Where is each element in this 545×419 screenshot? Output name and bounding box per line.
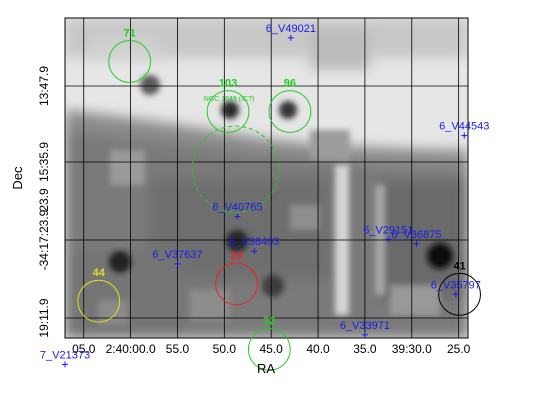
- source-marker: 6_V36875: [391, 229, 442, 247]
- x-tick-label: 35.0: [353, 342, 377, 356]
- plot-frame: [64, 17, 469, 339]
- source-label: 6_V38403: [229, 236, 279, 248]
- source-marker: 6_V40765: [212, 202, 263, 220]
- source-marker: 7_V21373: [40, 349, 90, 368]
- x-tick-label: 2:40:00.0: [106, 342, 156, 356]
- region-circle: [215, 262, 258, 306]
- y-axis-label: Dec: [10, 166, 25, 190]
- region-circle: [247, 327, 291, 371]
- region-label: 96: [284, 78, 296, 90]
- source-label: 6_V49021: [266, 23, 316, 35]
- region-circle: [438, 272, 481, 316]
- source-label: 6_V29151: [363, 224, 413, 236]
- annotations: NGC 1049 (IC?): [204, 96, 255, 103]
- source-label: 6_V40765: [212, 202, 262, 214]
- source-marker: 6_V44543: [439, 121, 489, 139]
- y-tick-label: 23.9: [37, 188, 51, 212]
- y-tick-label: -34:17:23.9: [37, 209, 51, 270]
- x-tick-label: 40.0: [306, 342, 330, 356]
- x-tick-label: 50.0: [213, 342, 237, 356]
- source-label: 6_V33971: [340, 320, 390, 332]
- region-label: 23: [230, 250, 242, 262]
- source-marker: 6_V38403: [229, 236, 279, 255]
- x-tick-label: 05.0: [72, 342, 96, 356]
- source-marker: 6_V35797: [431, 279, 481, 298]
- annotation-text: NGC 1049 (IC?): [204, 96, 255, 103]
- coordinate-grid: [65, 18, 468, 338]
- region-label: 103: [219, 78, 237, 90]
- source-label: 7_V21373: [40, 349, 90, 361]
- region-circle: [206, 90, 250, 133]
- x-tick-label: 39:30.0: [392, 342, 432, 356]
- source-label: 6_V35797: [431, 279, 481, 291]
- x-tick-label: 45.0: [260, 342, 284, 356]
- source-markers: 6_V49021 6_V44543 6_V40765 6_V291516_V36875…: [40, 23, 489, 368]
- region-label: 71: [124, 28, 136, 40]
- region-circles: 71 103 96 23 44 32 41: [77, 28, 481, 371]
- x-tick-labels: 05.0 2:40:00.0 55.0 50.0 45.0 40.0 35.0 39:30.0…: [72, 342, 471, 356]
- region-circle: [191, 125, 280, 213]
- region-label: 44: [93, 267, 106, 279]
- x-tick-label: 55.0: [166, 342, 190, 356]
- region-label: 32: [263, 315, 275, 327]
- y-tick-label: 13:47.9: [37, 66, 51, 106]
- source-marker: 6_V29151: [363, 224, 413, 243]
- region-circle: [268, 90, 312, 133]
- y-tick-labels: 13:47.9 15:35.9 23.9-34:17:23.9 19:11.9: [37, 66, 51, 338]
- region-circle: [77, 279, 121, 323]
- y-tick-label: 15:35.9: [37, 142, 51, 182]
- source-marker: 6_V33971: [340, 320, 390, 338]
- source-label: 6_V36875: [391, 229, 441, 241]
- source-label: 6_V37637: [152, 249, 202, 261]
- source-marker: 6_V37637: [152, 249, 203, 267]
- source-label: 6_V44543: [439, 121, 489, 133]
- y-tick-label: 19:11.9: [37, 298, 51, 337]
- region-circle: [108, 40, 152, 83]
- x-axis-label: RA: [257, 361, 275, 376]
- region-label: 41: [453, 260, 465, 272]
- sky-image: [65, 18, 468, 338]
- source-marker: 6_V49021: [266, 23, 316, 41]
- x-tick-label: 25.0: [447, 342, 471, 356]
